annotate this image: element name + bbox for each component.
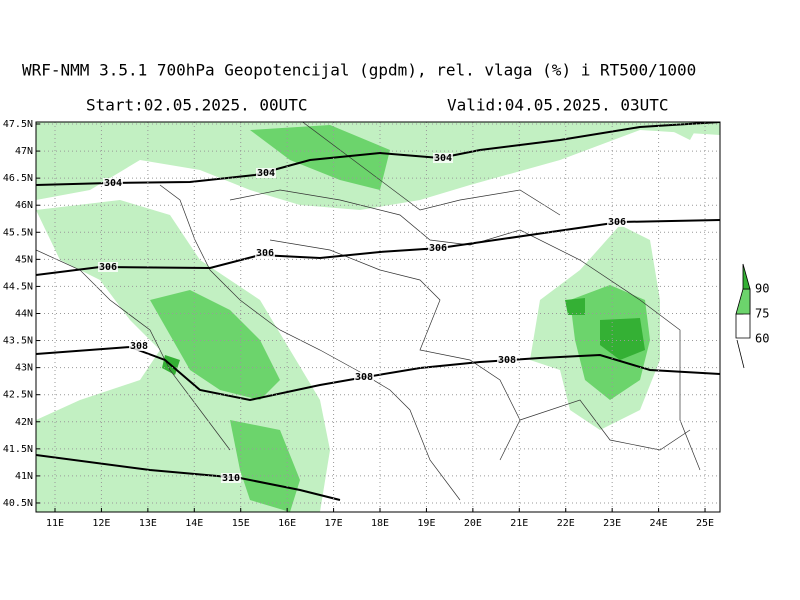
contour-label-bg (103, 178, 123, 188)
contour-label: 310 (222, 473, 240, 484)
lat-label: 45.5N (3, 227, 33, 238)
contour-labels: 304 304 304 306 306 306 306 308 308 308 310 (98, 153, 627, 484)
legend-label: 60 (755, 332, 769, 346)
contour-label-bg (433, 153, 453, 163)
contour-label-bg (497, 355, 517, 365)
axes: 47.5N 47N 46.5N 46N 45.5N 45N 44.5N 44N 43.5N 43N… (3, 119, 714, 529)
humidity-75 (150, 125, 650, 512)
grid (36, 122, 720, 512)
lon-label: 22E (557, 518, 575, 529)
lon-label: 25E (696, 518, 714, 529)
lat-label: 43.5N (3, 336, 33, 347)
lon-label: 13E (139, 518, 157, 529)
contour-label-bg (354, 372, 374, 382)
contour-label: 304 (104, 178, 122, 189)
contour-label-bg (221, 473, 241, 483)
lat-label: 41.5N (3, 444, 33, 455)
lat-label: 46N (15, 200, 33, 211)
lon-label: 17E (325, 518, 343, 529)
legend-label: 75 (755, 307, 769, 321)
title: WRF-NMM 3.5.1 700hPa Geopotencijal (gpdm… (22, 61, 696, 80)
contour-label-bg (98, 262, 118, 272)
lat-label: 47N (15, 146, 33, 157)
lon-label: 12E (92, 518, 110, 529)
contour-label: 308 (130, 341, 148, 352)
contour-label: 304 (257, 168, 275, 179)
lat-label: 40.5N (3, 498, 33, 509)
humidity-90 (162, 298, 645, 375)
lon-label: 14E (185, 518, 203, 529)
lat-label: 41N (15, 471, 33, 482)
lat-label: 42.5N (3, 390, 33, 401)
contour-label: 306 (608, 217, 626, 228)
lon-label: 18E (371, 518, 389, 529)
lon-label: 11E (46, 518, 64, 529)
contour-label: 306 (256, 248, 274, 259)
legend: 90 75 60 (735, 263, 769, 369)
contour-label: 306 (99, 262, 117, 273)
contour-label: 304 (434, 153, 452, 164)
contour-label-bg (255, 248, 275, 258)
lon-label: 19E (417, 518, 435, 529)
contour-label: 308 (355, 372, 373, 383)
map-frame (35, 121, 721, 513)
start-time: Start:02.05.2025. 00UTC (86, 96, 308, 115)
lat-label: 47.5N (3, 119, 33, 130)
lon-label: 20E (464, 518, 482, 529)
contour-label-bg (607, 217, 627, 227)
map-area: 304 304 304 306 306 306 306 308 308 308 310 (36, 122, 720, 512)
contour-label: 306 (429, 243, 447, 254)
lat-label: 44N (15, 308, 33, 319)
lon-label: 15E (232, 518, 250, 529)
lon-label: 21E (510, 518, 528, 529)
lon-label: 24E (650, 518, 668, 529)
lat-label: 46.5N (3, 173, 33, 184)
valid-time: Valid:04.05.2025. 03UTC (447, 96, 669, 115)
lat-label: 45N (15, 254, 33, 265)
lat-label: 42N (15, 417, 33, 428)
contour-label: 308 (498, 355, 516, 366)
contour-label-bg (256, 168, 276, 178)
lon-label: 16E (278, 518, 296, 529)
contour-label-bg (428, 243, 448, 253)
lat-label: 43N (15, 363, 33, 374)
lat-label: 44.5N (3, 281, 33, 292)
legend-label: 90 (755, 282, 769, 296)
contour-label-bg (129, 341, 149, 351)
lon-label: 23E (603, 518, 621, 529)
